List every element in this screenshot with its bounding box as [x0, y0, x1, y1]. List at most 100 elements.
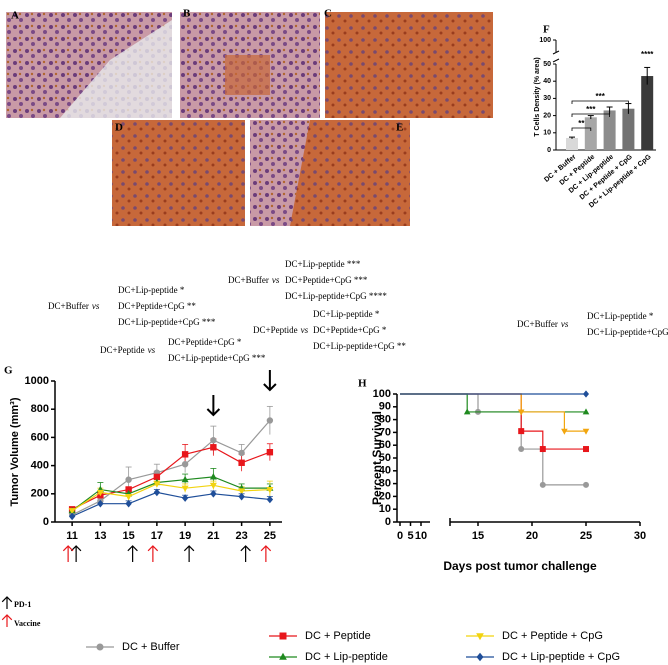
marker	[97, 499, 104, 508]
vs: vs	[301, 325, 309, 335]
y-tick-label: 0	[547, 147, 551, 154]
x-tick-label: 20	[526, 530, 538, 542]
marker	[266, 487, 274, 494]
group-name: DC+Peptide	[253, 325, 298, 335]
group-name: DC+Buffer	[228, 275, 269, 285]
y-tick-label: 90	[379, 401, 391, 413]
marker	[582, 428, 590, 435]
marker	[210, 489, 217, 498]
y-tick-label: 10	[379, 503, 391, 515]
y-tick-label: 20	[543, 112, 551, 119]
significance-bracket	[571, 127, 592, 131]
legend-label: Vaccine	[14, 619, 41, 628]
comparison-item: DC+Lip-peptide *	[118, 285, 185, 295]
micrograph	[325, 12, 493, 118]
series-line	[71, 483, 270, 512]
marker	[583, 390, 589, 398]
panel-label: D	[115, 122, 123, 134]
comparison-item: DC+Lip-peptide+CpG ***	[118, 317, 216, 327]
marker	[238, 459, 245, 466]
micrograph	[112, 120, 245, 226]
x-tick-label: 10	[415, 530, 427, 542]
comparison-item: DC+Lip-peptide *	[313, 309, 380, 319]
y-tick-label: 80	[379, 414, 391, 426]
arrow-head	[260, 545, 272, 552]
arrow-head	[70, 545, 82, 552]
vs: vs	[561, 319, 569, 329]
bar	[622, 108, 635, 150]
y-tick-label: 200	[31, 488, 49, 500]
x-tick-label: 25	[580, 530, 592, 542]
legend-label: DC + Peptide	[305, 630, 371, 642]
marker	[125, 486, 132, 493]
marker	[210, 437, 217, 444]
x-tick-label: 15	[472, 530, 484, 542]
y-tick-label: 400	[31, 460, 49, 472]
bar	[584, 117, 597, 150]
survival-line	[400, 393, 586, 450]
series-line	[71, 476, 270, 512]
vs: vs	[92, 301, 100, 311]
y-tick-label: 30	[543, 95, 551, 102]
panel-label: F	[543, 24, 550, 36]
marker	[583, 481, 589, 488]
marker	[68, 508, 76, 515]
significance-bracket	[571, 113, 610, 117]
marker	[279, 632, 287, 640]
comparison-item: DC+Peptide+CpG ***	[285, 275, 368, 285]
marker	[238, 492, 245, 501]
series-line	[71, 491, 270, 517]
marker	[181, 485, 189, 492]
comparison-item: DC+Lip-peptide+CpG ***	[168, 353, 266, 363]
y-tick-label: 100	[539, 37, 551, 44]
legend-label: DC + Peptide + CpG	[502, 630, 603, 642]
comparison-item: DC+Peptide+CpG **	[118, 301, 196, 311]
group-name: DC+Buffer	[517, 319, 558, 329]
marker	[153, 473, 161, 481]
x-tick-label: 25	[264, 530, 276, 542]
marker	[209, 473, 217, 480]
panel-label: H	[358, 378, 367, 390]
arrow-head	[1, 596, 13, 603]
marker	[518, 446, 525, 453]
significance-label: ***	[596, 92, 606, 101]
group-name: DC+Buffer	[48, 301, 89, 311]
marker	[181, 494, 189, 502]
marker	[125, 476, 132, 483]
x-tick-label: 23	[236, 530, 248, 542]
comparison-group: DC+Buffer vs	[228, 275, 280, 285]
panel-label: A	[11, 10, 19, 22]
comparison-item: DC+Lip-peptide *	[587, 311, 654, 321]
axis-break	[552, 50, 560, 55]
marker	[279, 652, 287, 660]
x-tick-label: 21	[207, 530, 219, 542]
bar	[603, 110, 616, 150]
marker	[561, 428, 568, 435]
comparison-item: DC+Peptide+CpG *	[168, 337, 242, 347]
axis-break	[552, 58, 560, 63]
series-line	[71, 446, 271, 510]
comparison-group: DC+Peptide vs	[253, 325, 309, 335]
x-axis-label: Days post tumor challenge	[443, 559, 597, 573]
x-tick-label: 0	[397, 530, 403, 542]
marker	[266, 495, 274, 504]
legend-label: DC + Lip-peptide	[305, 651, 388, 663]
significance-label: ****	[641, 50, 654, 59]
comparison-item: DC+Peptide+CpG *	[313, 325, 387, 335]
significance-label: ***	[586, 105, 596, 114]
arrow-head	[62, 545, 74, 552]
vs: vs	[272, 275, 280, 285]
marker	[96, 489, 104, 497]
y-tick-label: 10	[543, 130, 551, 137]
arrow-head	[147, 545, 159, 552]
x-tick-label: 30	[634, 530, 646, 542]
x-tick-label: 5	[407, 530, 413, 542]
y-tick-label: 40	[543, 78, 551, 85]
survival-line	[400, 393, 586, 486]
marker	[539, 481, 546, 488]
panel-label: G	[4, 365, 13, 377]
series-line	[71, 420, 271, 516]
y-tick-label: 100	[373, 388, 391, 400]
marker	[153, 488, 161, 497]
